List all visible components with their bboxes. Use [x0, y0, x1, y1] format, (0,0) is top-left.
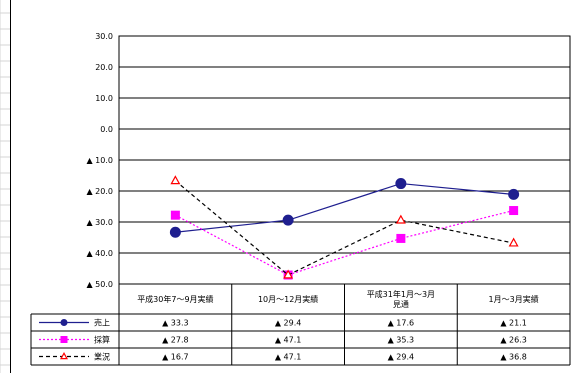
- table-value: ▲ 47.1: [275, 336, 302, 345]
- table-value: ▲ 27.8: [162, 336, 189, 345]
- y-tick-label: 0.0: [100, 125, 113, 134]
- chart-area[interactable]: 30.0 20.0 10.0 0.0 ▲ 10.0 ▲ 20.0 ▲ 30.0 ▲ 40.0 ▲…: [10, 0, 579, 373]
- legend-series-name: 売上: [94, 318, 110, 328]
- data-point: [169, 226, 181, 238]
- data-point: [396, 233, 406, 243]
- data-point: [282, 214, 294, 226]
- data-point: [508, 188, 520, 200]
- table-value: ▲ 36.8: [500, 353, 527, 362]
- x-category-label: 平成30年7～9月実績: [137, 294, 213, 304]
- series-line-2: [175, 209, 514, 276]
- y-tick-label: ▲ 30.0: [86, 218, 113, 227]
- y-tick-label: 10.0: [95, 94, 113, 103]
- y-tick-label: ▲ 20.0: [86, 187, 113, 196]
- y-tick-label: 20.0: [95, 63, 113, 72]
- legend-series-name: 採算: [94, 335, 110, 345]
- x-category-label: 平成31年1月～3月: [367, 289, 435, 299]
- x-category-label: 10月～12月実績: [258, 294, 318, 304]
- data-point: [508, 237, 519, 247]
- table-value: ▲ 29.4: [388, 353, 415, 362]
- series-line-3: [174, 180, 514, 276]
- table-value: ▲ 21.1: [500, 319, 527, 328]
- table-value: ▲ 26.3: [500, 336, 527, 345]
- data-point: [170, 175, 181, 185]
- table-value: ▲ 17.6: [388, 319, 415, 328]
- y-tick-label: ▲ 10.0: [86, 156, 113, 165]
- data-point: [60, 336, 68, 343]
- y-tick-label: 30.0: [95, 32, 113, 41]
- line-chart: 30.0 20.0 10.0 0.0 ▲ 10.0 ▲ 20.0 ▲ 30.0 ▲ 40.0 ▲…: [30, 32, 571, 366]
- data-point: [60, 319, 68, 326]
- table-value: ▲ 16.7: [162, 353, 189, 362]
- data-point: [509, 206, 519, 216]
- data-point: [170, 210, 180, 220]
- y-tick-label: ▲ 50.0: [86, 280, 113, 289]
- table-value: ▲ 29.4: [275, 319, 302, 328]
- data-point: [283, 269, 294, 279]
- table-value: ▲ 47.1: [275, 353, 302, 362]
- data-point: [60, 352, 68, 360]
- data-point: [395, 214, 406, 224]
- series-line-1: [175, 182, 514, 233]
- legend-series-name: 業況: [94, 352, 110, 362]
- table-value: ▲ 33.3: [162, 319, 189, 328]
- table-value: ▲ 35.3: [388, 336, 415, 345]
- data-point: [395, 178, 407, 190]
- x-category-label: 1月～3月実績: [489, 294, 539, 304]
- x-category-label: 見通: [393, 299, 409, 309]
- y-tick-label: ▲ 40.0: [86, 249, 113, 258]
